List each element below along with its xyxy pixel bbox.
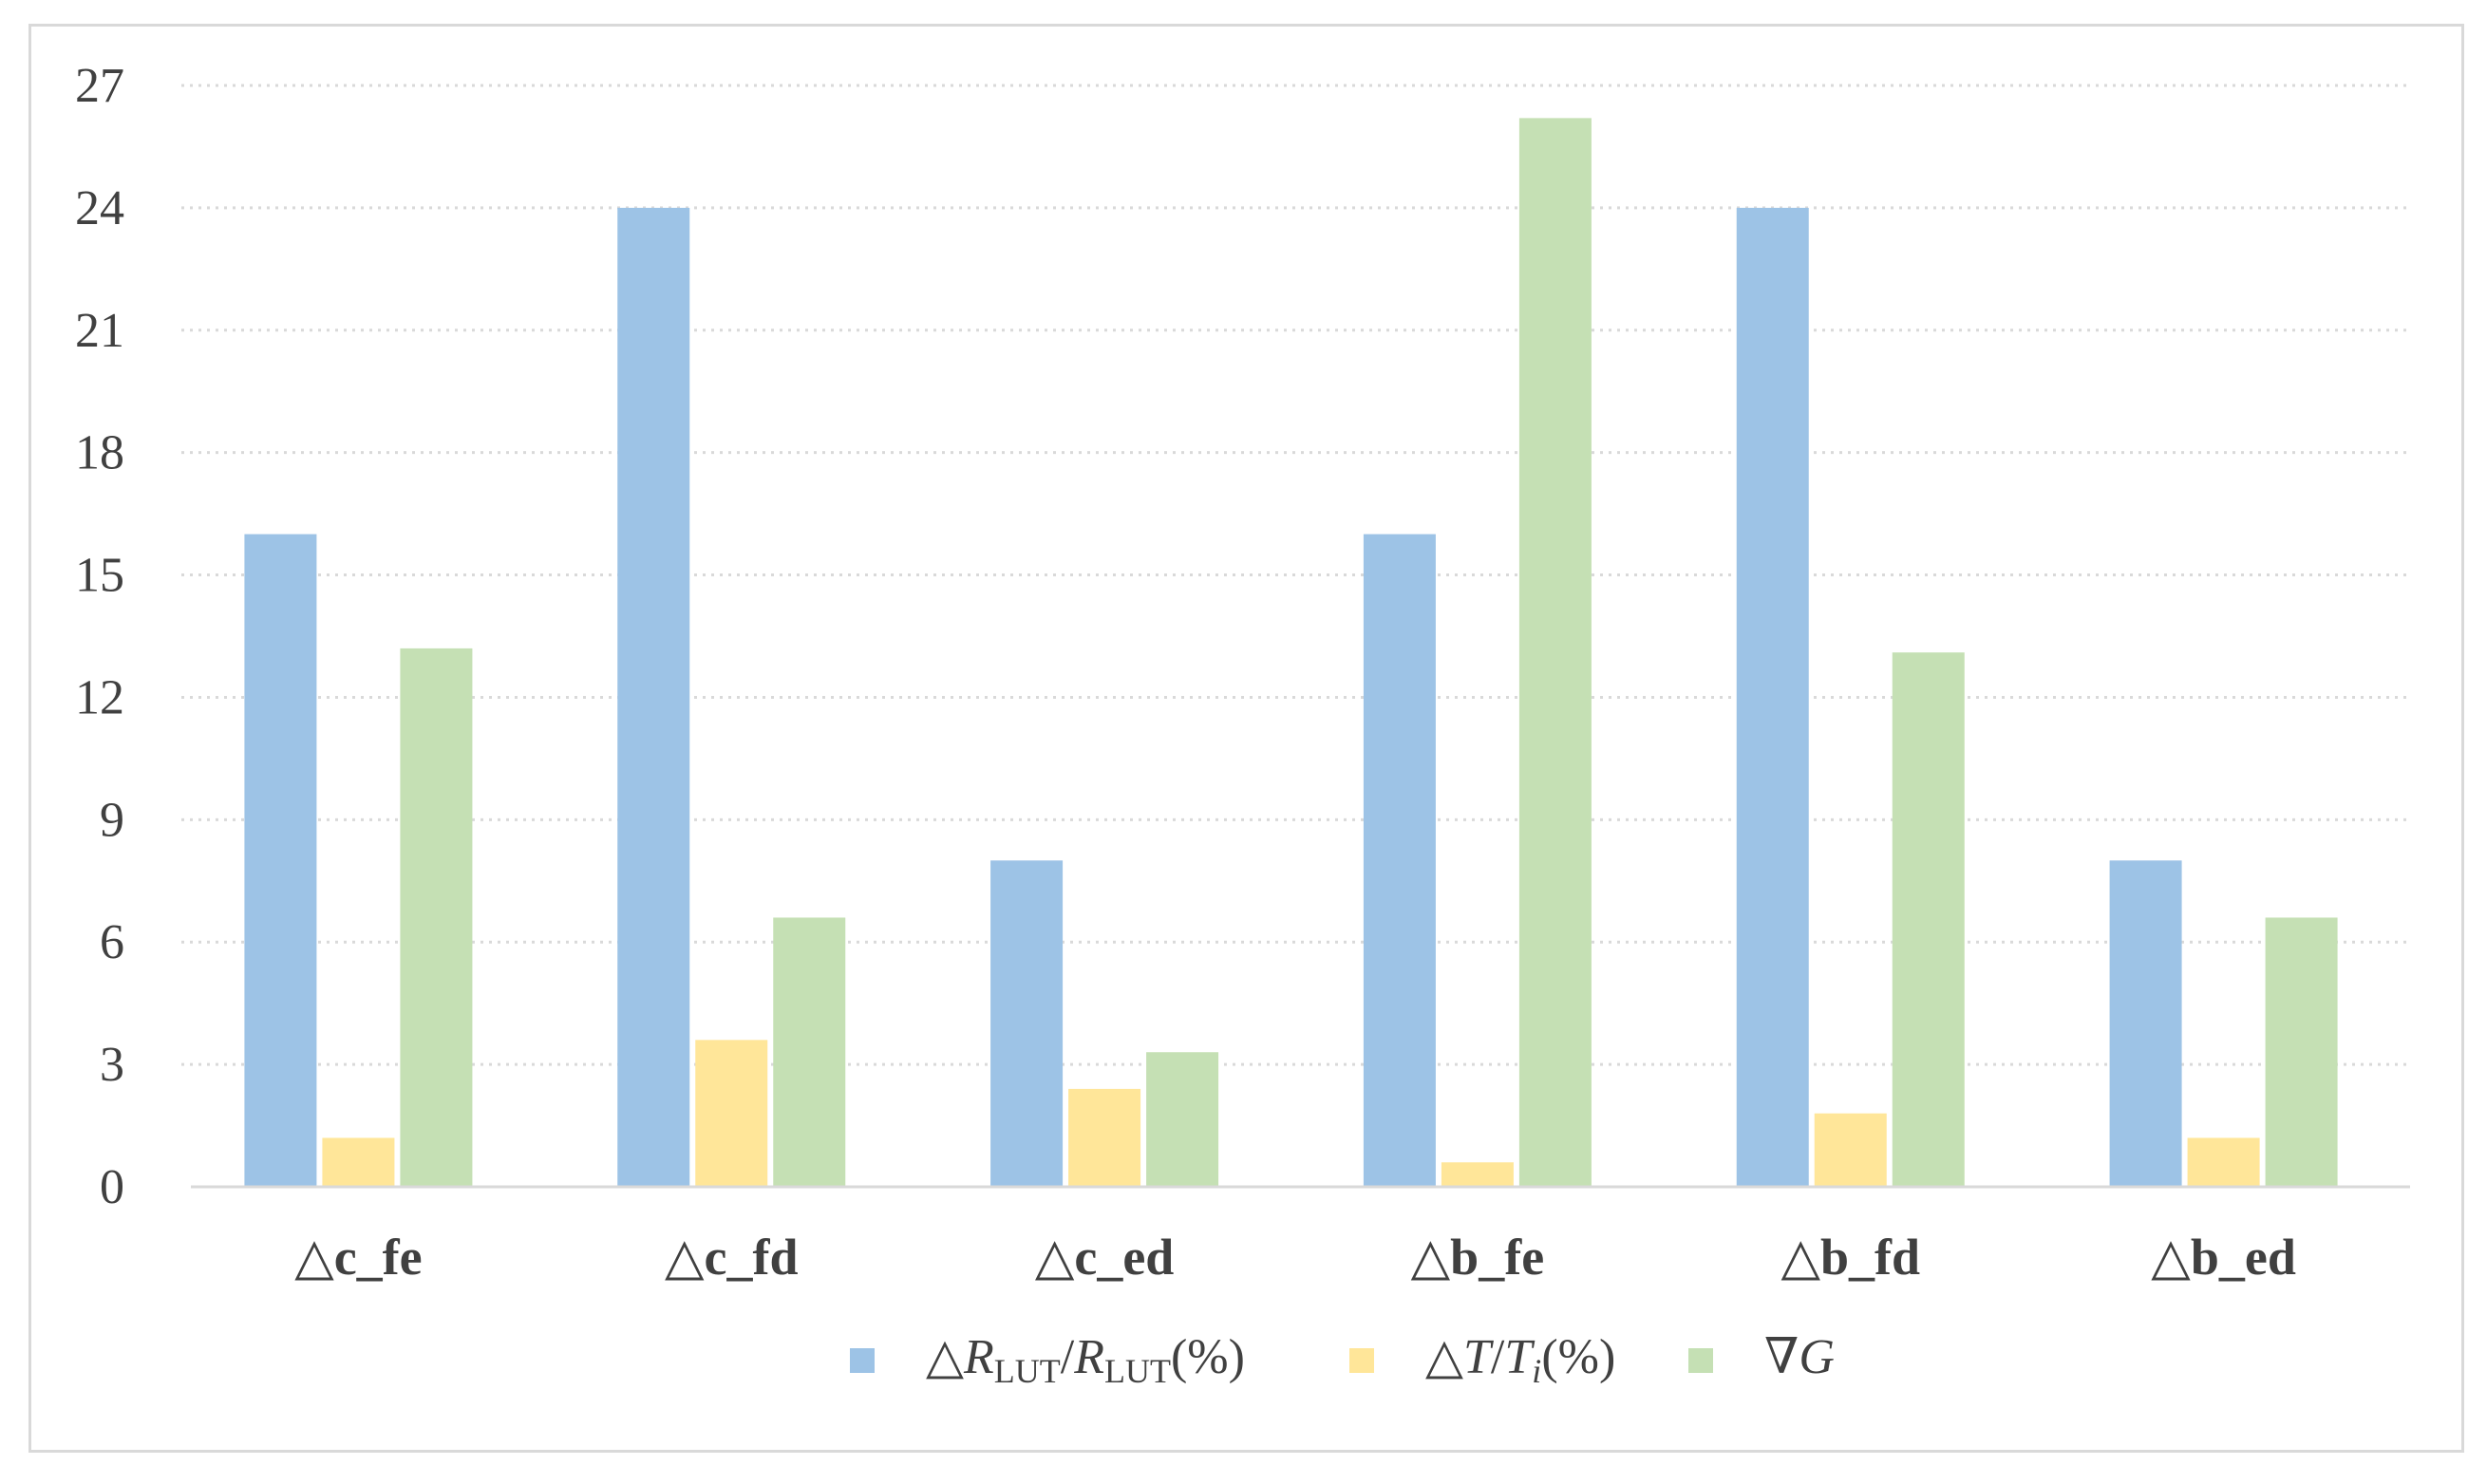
x-category-label: △b_fd [1780,1229,1920,1286]
y-tick-label: 9 [100,793,124,847]
bar-2-3 [1068,1088,1141,1187]
bar-1-2 [617,207,690,1187]
bar-3-3 [1146,1052,1219,1187]
bar-2-5 [1814,1113,1887,1187]
bar-chart: 0 3 6 9 12 15 18 21 24 27 △c_fe △c_fd △c_ed △b_fe △b_… [75,59,2410,1390]
bar-3-1 [400,648,473,1187]
y-tick-label: 0 [100,1160,124,1214]
legend-swatch [850,1348,875,1373]
legend-label: △T/Ti(%) [1425,1330,1615,1390]
bar-3-5 [1892,652,1965,1187]
y-axis-tick-labels: 0 3 6 9 12 15 18 21 24 27 [75,59,124,1214]
y-tick-label: 21 [75,304,124,358]
y-tick-label: 3 [100,1038,124,1092]
legend-item-2: △T/Ti(%) [1349,1330,1615,1390]
y-tick-label: 27 [75,59,124,113]
x-axis-category-labels: △c_fe △c_fd △c_ed △b_fe △b_fd △b_ed [294,1229,2296,1286]
bar-1-6 [2109,860,2182,1187]
bars [244,118,2338,1188]
x-category-label: △c_ed [1035,1229,1175,1286]
x-category-label: △b_fe [1411,1229,1545,1286]
gridlines [181,84,2410,1066]
legend: △RLUT/RLUT(%) △T/Ti(%) ∇G [850,1330,1835,1390]
bar-1-3 [990,860,1064,1187]
x-category-label: △c_fd [665,1229,799,1286]
y-tick-label: 6 [100,915,124,969]
bar-2-2 [695,1040,768,1187]
y-tick-label: 12 [75,670,124,724]
legend-label: ∇G [1764,1330,1835,1384]
legend-swatch [1688,1348,1713,1373]
bar-3-2 [773,917,846,1187]
legend-swatch [1349,1348,1374,1373]
legend-label: △RLUT/RLUT(%) [926,1330,1245,1390]
legend-item-3: ∇G [1688,1330,1835,1384]
bar-2-4 [1441,1162,1514,1187]
bar-3-6 [2265,917,2338,1187]
bar-1-4 [1363,534,1436,1187]
bar-3-4 [1518,118,1592,1188]
bar-2-1 [322,1137,395,1187]
y-tick-label: 24 [75,181,124,235]
y-tick-label: 15 [75,549,124,603]
bar-1-5 [1736,207,1809,1187]
legend-item-1: △RLUT/RLUT(%) [850,1330,1245,1390]
bar-1-1 [244,534,317,1187]
chart-frame: 0 3 6 9 12 15 18 21 24 27 △c_fe △c_fd △c_ed △b_fe △b_… [28,24,2464,1453]
x-category-label: △b_ed [2151,1229,2296,1286]
x-category-label: △c_fe [294,1229,422,1286]
bar-2-6 [2187,1137,2260,1187]
y-tick-label: 18 [75,426,124,480]
